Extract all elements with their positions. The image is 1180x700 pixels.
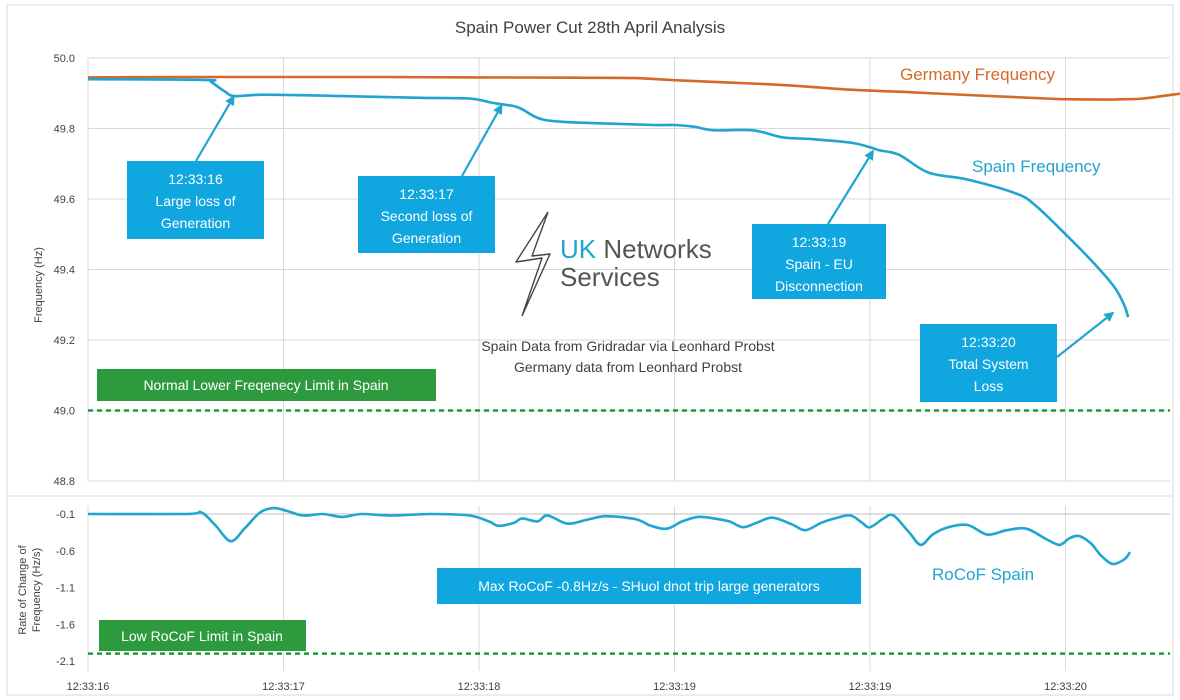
x-tick-labels: 12:33:16 12:33:17 12:33:18 12:33:19 12:33:19…: [67, 681, 1087, 693]
x-tick-label: 12:33:17: [262, 681, 305, 693]
annotation-text-line: 12:33:16: [168, 171, 223, 187]
rocof-annotation-text: Max RoCoF -0.8Hz/s - SHuol dnot trip lar…: [478, 578, 820, 594]
annotation-text-line: Spain - EU: [785, 256, 853, 272]
annotation-arrowhead: [225, 95, 235, 107]
annotation-box: [127, 161, 264, 239]
bottom-y-tick-label: -0.1: [56, 509, 75, 521]
source-line-1: Spain Data from Gridradar via Leonhard P…: [481, 338, 774, 354]
annotation-text-line: Total System: [948, 356, 1028, 372]
chart-title: Spain Power Cut 28th April Analysis: [455, 18, 725, 37]
event-annotations: 12:33:16 Large loss of Generation 12:33:17 S…: [127, 95, 1115, 402]
top-y-tick-label: 49.0: [54, 406, 75, 418]
rocof-spain-line: [87, 506, 1132, 566]
annotation-arrow: [461, 112, 499, 177]
annotation-text-line: 12:33:20: [961, 334, 1016, 350]
frequency-series: [87, 75, 1180, 318]
annotation-text-line: Second loss of: [381, 208, 473, 224]
logo-line-2: Services: [560, 262, 660, 292]
annotation-text-line: Generation: [392, 230, 461, 246]
top-y-axis-title: Frequency (Hz): [33, 247, 45, 323]
annotation-box: [920, 324, 1057, 402]
top-y-tick-label: 49.8: [54, 124, 75, 136]
annotation-arrow: [1056, 317, 1108, 358]
annotation-arrowhead: [1103, 311, 1115, 322]
annotation-text-line: Large loss of: [155, 193, 235, 209]
annotation-box: [358, 176, 495, 253]
top-y-tick-label: 48.8: [54, 476, 75, 488]
top-y-tick-label: 50.0: [54, 53, 75, 65]
uk-networks-services-logo: UK Networks Services: [515, 211, 712, 317]
annotation-text-line: Disconnection: [775, 278, 863, 294]
rocof-annotation-box: [437, 568, 861, 604]
source-line-2: Germany data from Leonhard Probst: [514, 359, 742, 375]
top-y-tick-label: 49.6: [54, 194, 75, 206]
bottom-y-tick-label: -1.1: [56, 583, 75, 595]
x-tick-label: 12:33:20: [1044, 681, 1087, 693]
x-tick-label: 12:33:19: [849, 681, 892, 693]
rocof-spain-label: RoCoF Spain: [932, 565, 1034, 584]
frequency-limit-label: Normal Lower Freqenecy Limit in Spain: [143, 377, 388, 393]
annotation-arrow: [827, 157, 870, 225]
germany-frequency-label: Germany Frequency: [900, 65, 1055, 84]
rocof-limit-label: Low RoCoF Limit in Spain: [121, 628, 283, 644]
annotation-arrowhead: [493, 103, 503, 115]
rocof-series: [87, 506, 1132, 566]
annotation-text-line: Generation: [161, 215, 230, 231]
annotation-arrow: [195, 103, 231, 162]
spain-frequency-line: [87, 77, 1130, 318]
annotation-text-line: 12:33:17: [399, 186, 454, 202]
bottom-y-axis-title-line-2: Frequency (Hz/s): [31, 548, 43, 632]
top-y-tick-label: 49.4: [54, 265, 75, 277]
top-y-tick-label: 49.2: [54, 335, 75, 347]
x-tick-label: 12:33:19: [653, 681, 696, 693]
lightning-bolt-icon: [515, 211, 551, 317]
bottom-y-tick-label: -1.6: [56, 619, 75, 631]
bottom-y-tick-label: -2.1: [56, 656, 75, 668]
annotation-text-line: Loss: [974, 378, 1004, 394]
bottom-y-tick-label: -0.6: [56, 546, 75, 558]
x-tick-label: 12:33:16: [67, 681, 110, 693]
annotation-arrowhead: [864, 149, 874, 161]
bottom-y-axis-title-line-1: Rate of Change of: [17, 544, 29, 634]
spain-frequency-label: Spain Frequency: [972, 157, 1101, 176]
x-tick-label: 12:33:18: [458, 681, 501, 693]
rocof-limit-label-box: [99, 620, 306, 651]
top-y-tick-labels: 50.0 49.8 49.6 49.4 49.2 49.0 48.8: [54, 53, 75, 488]
annotation-box: [752, 224, 886, 299]
logo-line-1: UK Networks: [560, 234, 712, 264]
germany-frequency-line: [87, 75, 1180, 101]
annotation-text-line: 12:33:19: [792, 234, 847, 250]
bottom-y-tick-labels: -0.1 -0.6 -1.1 -1.6 -2.1: [56, 509, 75, 668]
frequency-limit-label-box: [97, 369, 436, 401]
